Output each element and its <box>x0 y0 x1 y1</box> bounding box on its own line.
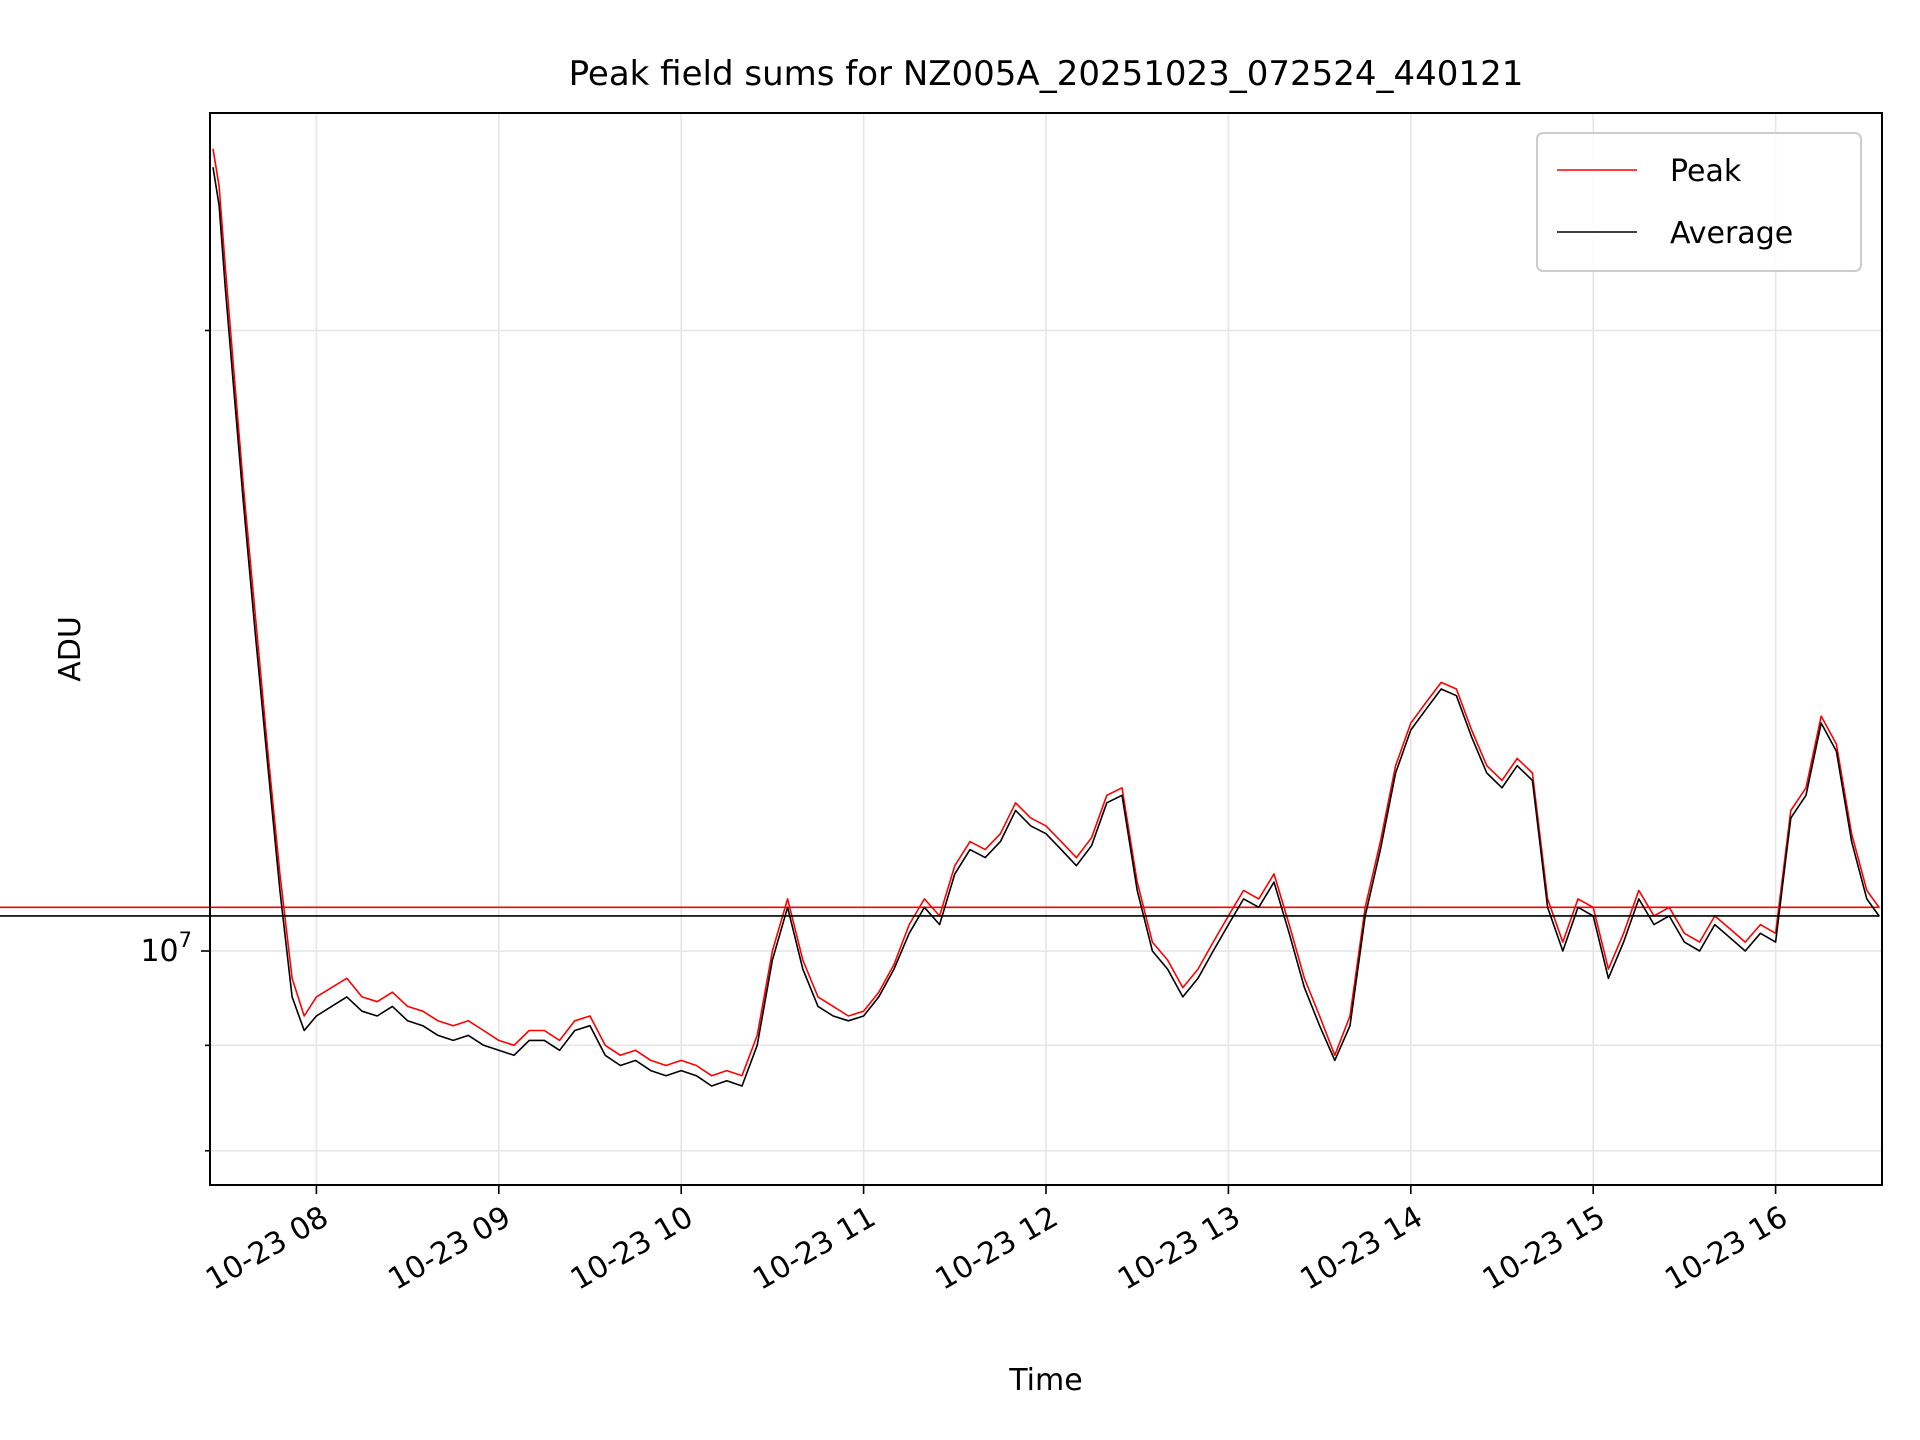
legend-label-peak: Peak <box>1670 154 1742 189</box>
grid <box>210 113 1882 1185</box>
x-axis-label: Time <box>1008 1363 1082 1398</box>
legend-label-average: Average <box>1670 216 1793 251</box>
legend: Peak Average <box>1536 132 1862 272</box>
y-axis-label: ADU <box>53 616 88 682</box>
chart-title: Peak field sums for NZ005A_20251023_0725… <box>569 54 1524 94</box>
legend-box <box>1536 132 1862 272</box>
y-tick-label: 107 <box>140 928 192 969</box>
